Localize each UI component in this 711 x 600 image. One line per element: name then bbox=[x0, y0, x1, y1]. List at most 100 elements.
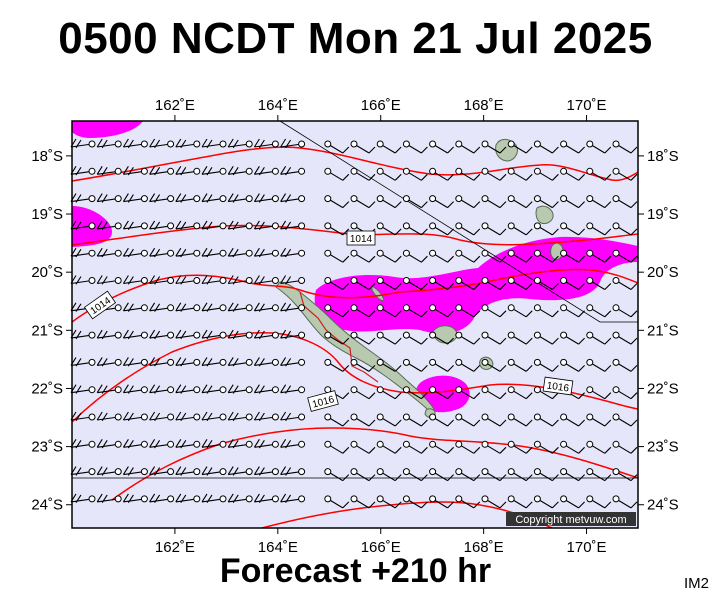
wind-barb bbox=[149, 138, 175, 149]
barb-station bbox=[533, 386, 541, 394]
lat-label-right-6: 24˚S bbox=[647, 497, 679, 514]
barb-station bbox=[245, 277, 253, 284]
barb-shaft bbox=[175, 302, 197, 312]
barb-station bbox=[376, 495, 384, 503]
barb-station bbox=[507, 413, 515, 421]
barb-shaft bbox=[280, 384, 302, 394]
barb-shaft bbox=[280, 166, 302, 176]
barb-station bbox=[507, 304, 515, 312]
wind-barb bbox=[560, 358, 585, 372]
wind-barb bbox=[201, 411, 227, 422]
wind-barb bbox=[175, 439, 201, 449]
barb-station bbox=[88, 495, 96, 503]
wind-barb bbox=[96, 439, 122, 449]
wind-barb bbox=[201, 193, 227, 203]
wind-barb bbox=[280, 247, 306, 258]
barb-station bbox=[402, 358, 410, 366]
barb-station bbox=[350, 222, 358, 230]
barb-shaft bbox=[253, 275, 276, 285]
barb-station bbox=[245, 386, 253, 394]
diagonal-line bbox=[279, 120, 638, 323]
barb-station bbox=[481, 386, 489, 394]
barb-shaft bbox=[149, 302, 171, 312]
wind-barb bbox=[280, 166, 306, 176]
barb-station bbox=[167, 195, 175, 203]
barb-station bbox=[167, 468, 175, 476]
wind-barb bbox=[253, 384, 279, 394]
barb-station bbox=[429, 331, 437, 339]
barb-station bbox=[193, 358, 201, 366]
wind-barb bbox=[149, 329, 175, 340]
barb-station bbox=[167, 440, 175, 448]
wind-barb bbox=[455, 140, 481, 154]
wind-barb bbox=[612, 358, 638, 372]
boundary-line bbox=[299, 291, 379, 383]
barb-station bbox=[298, 167, 306, 175]
barb-station bbox=[271, 495, 279, 503]
barb-station bbox=[350, 413, 358, 421]
barb-station bbox=[350, 495, 358, 503]
wind-barb bbox=[455, 495, 481, 509]
barb-shaft bbox=[280, 220, 302, 230]
barb-station bbox=[324, 331, 332, 339]
lat-label-right-3: 21˚S bbox=[647, 322, 679, 339]
wind-barb bbox=[280, 466, 306, 476]
barb-station bbox=[560, 304, 568, 312]
barb-station bbox=[219, 495, 227, 503]
barb-station bbox=[533, 167, 541, 175]
barb-station bbox=[402, 195, 410, 203]
barb-shaft bbox=[201, 439, 224, 449]
barb-station bbox=[376, 195, 384, 203]
barb-station bbox=[533, 468, 541, 476]
wind-barb bbox=[122, 247, 148, 258]
wind-barb bbox=[560, 222, 585, 236]
barb-shaft bbox=[122, 357, 145, 367]
barb-shaft bbox=[280, 357, 302, 367]
barb-shaft bbox=[175, 138, 197, 149]
barb-station bbox=[376, 304, 384, 312]
wind-barb bbox=[455, 277, 481, 290]
wind-barb bbox=[586, 440, 612, 454]
wind-barb bbox=[429, 495, 454, 509]
barb-station bbox=[88, 249, 96, 257]
barb-station bbox=[429, 413, 437, 421]
barb-shaft bbox=[149, 193, 171, 203]
wind-barb bbox=[96, 247, 122, 258]
barb-station bbox=[271, 358, 279, 366]
barb-station bbox=[612, 249, 620, 257]
wind-barb bbox=[253, 138, 279, 149]
barb-station bbox=[114, 140, 122, 148]
wind-barb bbox=[376, 222, 402, 236]
barb-station bbox=[429, 195, 437, 203]
wind-barb bbox=[227, 466, 253, 476]
barb-station bbox=[376, 386, 384, 394]
wind-barb bbox=[586, 495, 612, 509]
wind-barb bbox=[122, 439, 148, 449]
barb-shaft bbox=[122, 275, 145, 285]
barb-shaft bbox=[227, 138, 250, 149]
barb-shaft bbox=[149, 166, 171, 176]
barb-shaft bbox=[280, 193, 302, 203]
barb-shaft bbox=[122, 411, 145, 422]
barb-shaft bbox=[96, 193, 119, 203]
wind-barb bbox=[560, 413, 585, 427]
wind-barb bbox=[227, 247, 253, 258]
lat-label-right-5: 23˚S bbox=[647, 439, 679, 456]
wind-barb bbox=[612, 222, 638, 236]
wind-barb bbox=[350, 140, 376, 154]
wind-barb bbox=[429, 249, 454, 263]
wind-barb bbox=[253, 357, 279, 367]
wind-barb bbox=[612, 140, 638, 154]
barb-shaft bbox=[96, 247, 119, 258]
barb-shaft bbox=[96, 439, 119, 449]
wind-barb bbox=[324, 331, 350, 345]
wind-barb bbox=[481, 386, 507, 400]
barb-station bbox=[271, 195, 279, 203]
barb-shaft bbox=[175, 466, 197, 476]
wind-barbs bbox=[70, 138, 638, 509]
wind-barb bbox=[481, 249, 507, 263]
wind-barb bbox=[175, 466, 201, 476]
barb-station bbox=[114, 440, 122, 448]
lon-label-bottom-3: 168˚E bbox=[464, 539, 504, 556]
